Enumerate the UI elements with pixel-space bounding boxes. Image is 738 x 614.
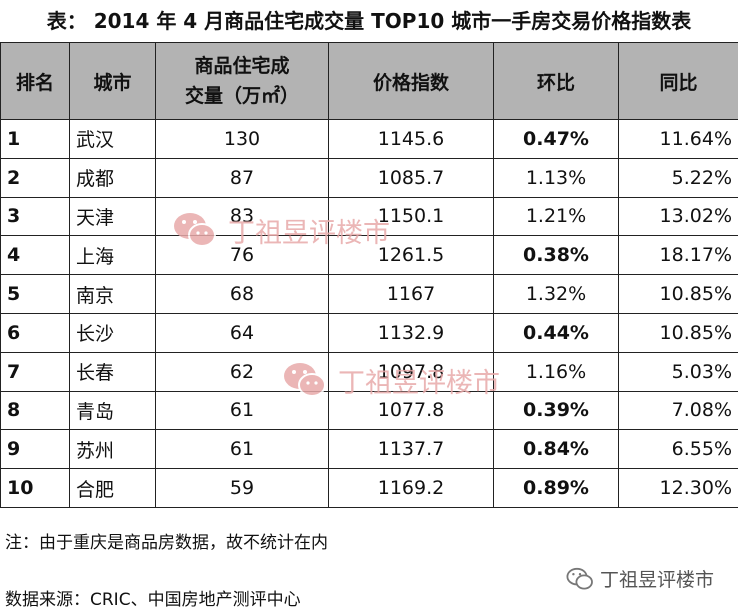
volume-cell: 59	[155, 468, 329, 508]
mom-cell: 0.89%	[493, 468, 619, 508]
mom-cell: 0.38%	[493, 235, 619, 276]
header-rank: 排名	[0, 42, 70, 120]
brand-text: 丁祖昱评楼市	[599, 569, 714, 591]
table-row: 7 长春 62 1097.8 1.16% 5.03%	[0, 351, 738, 392]
volume-cell: 68	[155, 274, 329, 314]
mom-cell: 0.44%	[493, 312, 619, 353]
footnote: 注：由于重庆是商品房数据，故不统计在内	[5, 533, 328, 553]
table-row: 8 青岛 61 1077.8 0.39% 7.08%	[0, 390, 738, 431]
wechat-icon	[284, 363, 326, 397]
wechat-icon	[566, 567, 593, 589]
yoy-cell: 13.02%	[618, 196, 738, 237]
wechat-icon	[174, 213, 216, 247]
price-cell: 1167	[328, 274, 494, 314]
header-row: 排名 城市 商品住宅成 交量（万㎡） 价格指数 环比 同比	[0, 42, 738, 120]
mom-cell: 0.47%	[493, 119, 619, 159]
header-city: 城市	[69, 42, 156, 120]
watermark: 丁祖昱评楼市	[282, 360, 500, 400]
city-cell: 天津	[69, 196, 156, 237]
city-cell: 南京	[69, 274, 156, 314]
table-row: 4 上海 76 1261.5 0.38% 18.17%	[0, 235, 738, 276]
yoy-cell: 7.08%	[618, 390, 738, 431]
price-cell: 1132.9	[328, 312, 494, 353]
yoy-cell: 18.17%	[618, 235, 738, 276]
mom-cell: 0.39%	[493, 390, 619, 431]
table-body: 1 武汉 130 1145.6 0.47% 11.64% 2 成都 87 108…	[0, 119, 738, 508]
rank-cell: 1	[0, 119, 70, 159]
table-row: 5 南京 68 1167 1.32% 10.85%	[0, 274, 738, 314]
rank-cell: 3	[0, 196, 70, 237]
rank-cell: 7	[0, 351, 70, 392]
header-volume-line2: 交量（万㎡）	[184, 85, 299, 107]
price-cell: 1085.7	[328, 157, 494, 198]
header-volume: 商品住宅成 交量（万㎡）	[155, 42, 329, 120]
rank-cell: 9	[0, 429, 70, 470]
table-row: 1 武汉 130 1145.6 0.47% 11.64%	[0, 119, 738, 159]
city-cell: 苏州	[69, 429, 156, 470]
rank-cell: 8	[0, 390, 70, 431]
rank-cell: 6	[0, 312, 70, 353]
table-row: 2 成都 87 1085.7 1.13% 5.22%	[0, 157, 738, 198]
mom-cell: 1.32%	[493, 274, 619, 314]
volume-cell: 76	[155, 235, 329, 276]
city-cell: 成都	[69, 157, 156, 198]
mom-cell: 1.16%	[493, 351, 619, 392]
city-cell: 长沙	[69, 312, 156, 353]
price-cell: 1261.5	[328, 235, 494, 276]
yoy-cell: 12.30%	[618, 468, 738, 508]
table-row: 9 苏州 61 1137.7 0.84% 6.55%	[0, 429, 738, 470]
city-cell: 合肥	[69, 468, 156, 508]
price-cell: 1137.7	[328, 429, 494, 470]
volume-cell: 87	[155, 157, 329, 198]
yoy-cell: 11.64%	[618, 119, 738, 159]
mom-cell: 0.84%	[493, 429, 619, 470]
rank-cell: 4	[0, 235, 70, 276]
volume-cell: 64	[155, 312, 329, 353]
price-cell: 1077.8	[328, 390, 494, 431]
yoy-cell: 5.22%	[618, 157, 738, 198]
price-index-table: 排名 城市 商品住宅成 交量（万㎡） 价格指数 环比 同比 1 武汉 130 1…	[0, 42, 738, 508]
table-row: 6 长沙 64 1132.9 0.44% 10.85%	[0, 312, 738, 353]
city-cell: 青岛	[69, 390, 156, 431]
rank-cell: 10	[0, 468, 70, 508]
header-price-index: 价格指数	[328, 42, 494, 120]
table-title: 表： 2014 年 4 月商品住宅成交量 TOP10 城市一手房交易价格指数表	[46, 9, 692, 33]
watermark: 丁祖昱评楼市	[172, 210, 390, 250]
mom-cell: 1.21%	[493, 196, 619, 237]
volume-cell: 61	[155, 390, 329, 431]
price-cell: 1150.1	[328, 196, 494, 237]
header-mom: 环比	[493, 42, 619, 120]
mom-cell: 1.13%	[493, 157, 619, 198]
price-cell: 1145.6	[328, 119, 494, 159]
data-source: 数据来源：CRIC、中国房地产测评中心	[5, 590, 301, 610]
price-cell: 1169.2	[328, 468, 494, 508]
volume-cell: 130	[155, 119, 329, 159]
volume-cell: 61	[155, 429, 329, 470]
yoy-cell: 5.03%	[618, 351, 738, 392]
price-cell: 1097.8	[328, 351, 494, 392]
yoy-cell: 10.85%	[618, 274, 738, 314]
city-cell: 长春	[69, 351, 156, 392]
watermark-text: 丁祖昱评楼市	[228, 217, 390, 249]
rank-cell: 2	[0, 157, 70, 198]
city-cell: 上海	[69, 235, 156, 276]
header-yoy: 同比	[618, 42, 738, 120]
rank-cell: 5	[0, 274, 70, 314]
yoy-cell: 6.55%	[618, 429, 738, 470]
brand-badge: 丁祖昱评楼市	[566, 565, 714, 592]
table-row: 10 合肥 59 1169.2 0.89% 12.30%	[0, 468, 738, 508]
city-cell: 武汉	[69, 119, 156, 159]
header-volume-line1: 商品住宅成	[194, 55, 290, 77]
yoy-cell: 10.85%	[618, 312, 738, 353]
watermark-text: 丁祖昱评楼市	[338, 367, 500, 399]
